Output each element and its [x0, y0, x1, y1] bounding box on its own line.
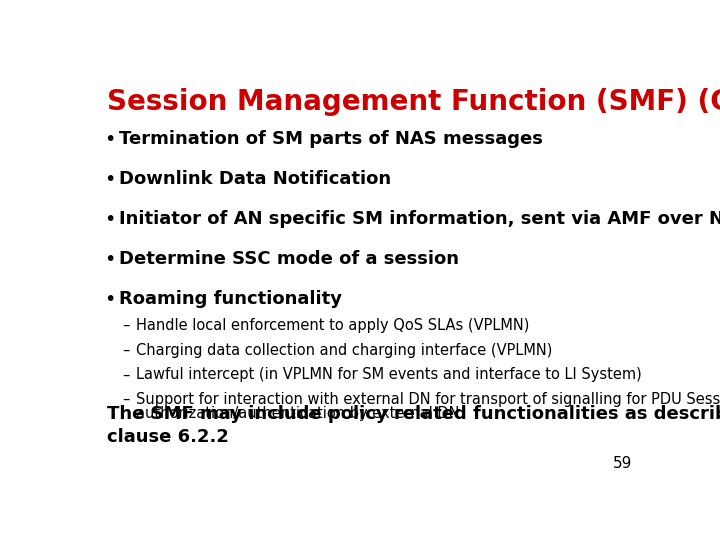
Text: The SMF may include policy related functionalities as described in TS 23.503: The SMF may include policy related funct… [107, 405, 720, 423]
Text: –: – [122, 392, 130, 407]
Text: •: • [104, 291, 115, 309]
Text: –: – [122, 367, 130, 382]
Text: Lawful intercept (in VPLMN for SM events and interface to LI System): Lawful intercept (in VPLMN for SM events… [137, 367, 642, 382]
Text: •: • [104, 211, 115, 229]
Text: Downlink Data Notification: Downlink Data Notification [120, 170, 392, 188]
Text: •: • [104, 130, 115, 149]
Text: clause 6.2.2: clause 6.2.2 [107, 428, 229, 446]
Text: •: • [104, 251, 115, 269]
Text: –: – [122, 343, 130, 358]
Text: Handle local enforcement to apply QoS SLAs (VPLMN): Handle local enforcement to apply QoS SL… [137, 318, 530, 333]
Text: Roaming functionality: Roaming functionality [120, 291, 343, 308]
Text: Initiator of AN specific SM information, sent via AMF over N2 to AN: Initiator of AN specific SM information,… [120, 211, 720, 228]
Text: –: – [122, 318, 130, 333]
Text: •: • [104, 170, 115, 190]
Text: Charging data collection and charging interface (VPLMN): Charging data collection and charging in… [137, 343, 553, 358]
Text: Support for interaction with external DN for transport of signalling for PDU Ses: Support for interaction with external DN… [137, 392, 720, 407]
Text: authorization/authentication by external DN: authorization/authentication by external… [137, 406, 460, 421]
Text: 59: 59 [613, 456, 632, 471]
Text: Termination of SM parts of NAS messages: Termination of SM parts of NAS messages [120, 130, 544, 148]
Text: Session Management Function (SMF) (Cont.): Session Management Function (SMF) (Cont.… [107, 88, 720, 116]
Text: Determine SSC mode of a session: Determine SSC mode of a session [120, 251, 459, 268]
